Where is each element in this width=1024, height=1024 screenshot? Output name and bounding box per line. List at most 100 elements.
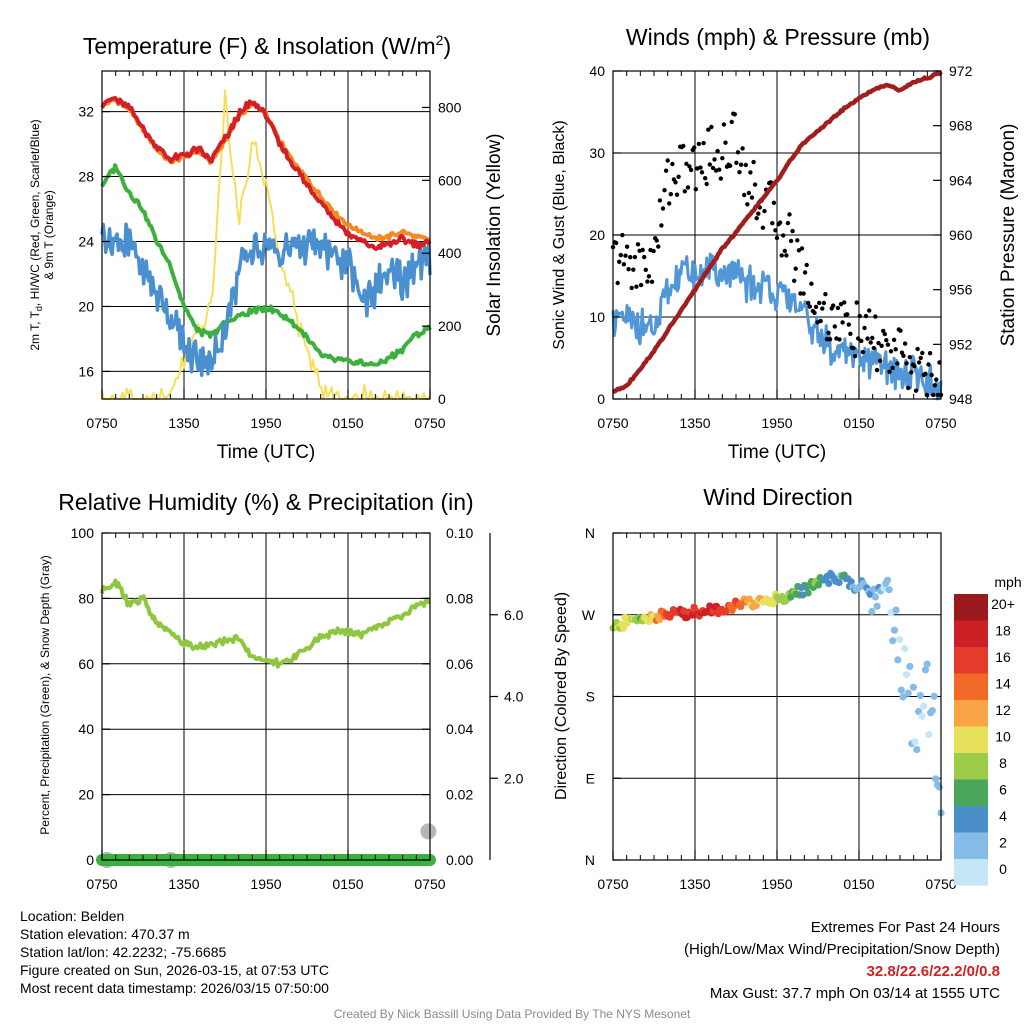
gust-point [867, 308, 872, 313]
gust-point [909, 370, 914, 375]
temperature-title: Temperature (F) & Insolation (W/m2) [83, 32, 451, 59]
gust-point [618, 252, 623, 258]
gust-point [854, 300, 859, 305]
gust-point [621, 262, 627, 267]
temperature-x-tick-label: 1950 [250, 415, 281, 431]
humidity-y-tick-label: 60 [78, 656, 94, 672]
insolation-y-tick-label: 200 [438, 318, 462, 334]
gust-point [676, 174, 681, 179]
gust-point [807, 304, 812, 309]
direction-point [902, 671, 911, 679]
pressure-ylabel: Station Pressure (Maroon) [998, 124, 1019, 347]
speed-legend-label: 16 [995, 649, 1011, 665]
gust-point [642, 254, 647, 260]
winds-y-tick-label: 30 [589, 145, 605, 161]
gust-point [812, 310, 817, 315]
speed-legend-label: 10 [995, 729, 1011, 745]
gust-point [651, 248, 656, 254]
gust-point [798, 291, 803, 296]
gust-point [782, 248, 787, 254]
gust-point [762, 208, 767, 214]
rh-line [100, 578, 431, 669]
gust-point [888, 349, 894, 354]
speed-legend-title: mph [994, 574, 1021, 590]
gust-point [779, 253, 784, 258]
direction-point [883, 576, 892, 584]
gust-point [863, 313, 869, 319]
gust-point [871, 345, 876, 351]
speed-legend-swatch [954, 832, 988, 859]
direction-point [913, 746, 921, 754]
temperature-y-tick-label: 24 [78, 233, 94, 249]
gust-point [668, 192, 673, 197]
gust-point [645, 279, 650, 284]
gust-point [662, 188, 667, 193]
speed-legend-swatch [954, 726, 988, 753]
gust-point [799, 246, 805, 251]
sonic-wind-line [611, 252, 943, 401]
gust-point [643, 267, 648, 272]
gust-point [698, 165, 703, 170]
gust-point [821, 300, 827, 306]
gust-point [801, 291, 806, 296]
gust-point [684, 161, 689, 166]
gust-point [703, 176, 708, 181]
gust-point [877, 358, 883, 363]
gust-point [626, 267, 631, 272]
gust-point [723, 140, 728, 145]
gust-point [623, 253, 628, 258]
gust-point [635, 242, 641, 247]
gust-point [840, 320, 845, 325]
gust-point [682, 189, 687, 194]
humidity-x-tick-label: 0750 [414, 876, 445, 892]
direction-title: Wind Direction [703, 484, 853, 510]
gust-point [891, 337, 897, 342]
gust-point [706, 127, 711, 132]
gust-point [729, 119, 734, 125]
gust-point [920, 350, 925, 356]
direction-point [814, 581, 823, 589]
gust-point [693, 187, 698, 192]
precip-y-tick-label: 0.04 [446, 721, 473, 737]
speed-legend-label: 0 [999, 861, 1007, 877]
gust-point [688, 167, 694, 173]
direction-x-tick-label: 1350 [679, 876, 710, 892]
gust-point [640, 247, 645, 253]
gust-point [837, 337, 842, 342]
extremes-values: 32.8/22.6/22.2/0/0.8 [866, 963, 1000, 980]
gust-point [784, 253, 789, 258]
speed-legend-label: 8 [999, 755, 1007, 771]
gust-point [827, 337, 833, 342]
gust-point [712, 157, 717, 162]
direction-point [930, 692, 938, 700]
direction-point [873, 602, 881, 610]
insolation-y-tick-label: 800 [438, 99, 462, 115]
gust-point [717, 167, 722, 172]
direction-point [918, 712, 926, 720]
gust-point [813, 304, 819, 310]
gust-point [851, 346, 856, 351]
gust-point [756, 211, 761, 216]
precip-y-tick-label: 0.06 [446, 656, 473, 672]
gust-point [657, 198, 663, 203]
gust-point [743, 162, 748, 168]
gust-point [873, 314, 878, 319]
direction-point [825, 579, 833, 588]
gust-point [754, 216, 759, 221]
speed-legend-label: 4 [999, 808, 1007, 824]
humidity-x-tick-label: 0750 [86, 876, 117, 892]
gust-point [721, 122, 727, 127]
winds-y-tick-label: 0 [597, 391, 605, 407]
speed-legend-swatch [954, 594, 988, 621]
humidity-x-tick-label: 1350 [168, 876, 199, 892]
humidity-x-tick-label: 1950 [250, 876, 281, 892]
speed-legend: 20+ 18 16 14 12 10 8 6 4 2 0 [954, 594, 1015, 886]
pressure-y-tick-label: 952 [949, 336, 973, 352]
direction-point [871, 593, 880, 601]
humidity-y-tick-label: 0 [86, 852, 94, 868]
gust-point [674, 192, 680, 197]
gust-point [673, 180, 678, 185]
gust-point [687, 164, 692, 169]
gust-point [874, 367, 880, 373]
